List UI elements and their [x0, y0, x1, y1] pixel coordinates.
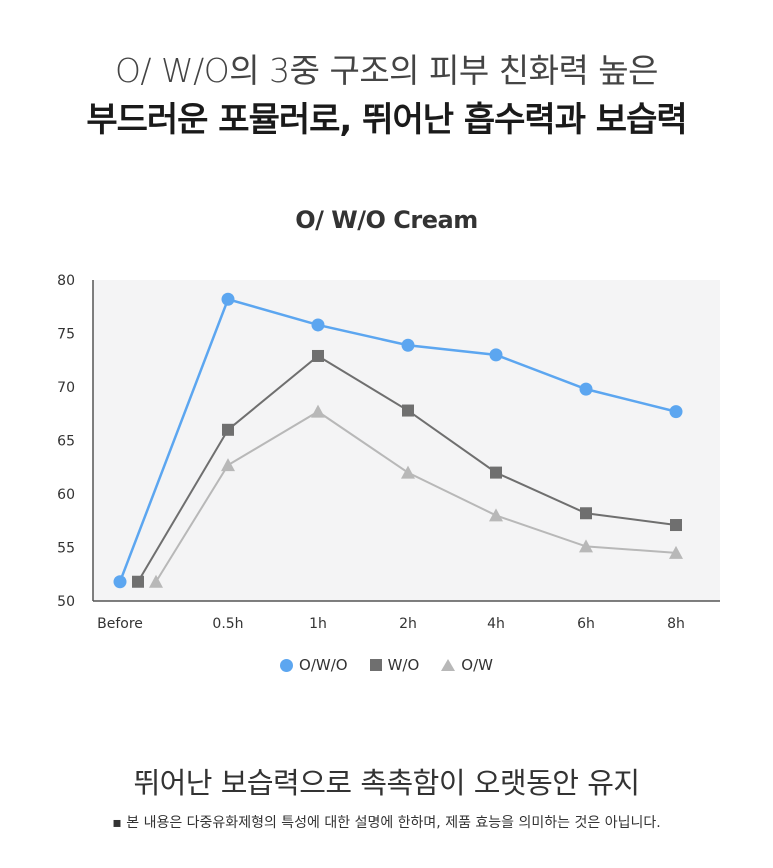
point-owo [669, 405, 683, 419]
point-owo [113, 575, 127, 589]
point-wo [490, 466, 502, 479]
legend-label-wo: W/O [387, 656, 420, 674]
chart-legend: O/W/O W/O O/W [0, 656, 773, 674]
x-tick-label: 1h [309, 616, 327, 632]
point-owo [579, 382, 593, 396]
point-owo [401, 338, 415, 352]
headline-line-1: O/ W/O의 3중 구조의 피부 친화력 높은 [114, 51, 659, 90]
x-tick-label: Before [97, 616, 143, 632]
point-wo [580, 507, 592, 520]
point-ow [489, 508, 503, 522]
point-wo [132, 575, 144, 588]
point-owo [489, 348, 503, 362]
legend-label-ow: O/W [461, 656, 493, 674]
y-tick-label: 65 [57, 434, 75, 450]
bottom-headline: 뛰어난 보습력으로 촉촉함이 오랫동안 유지 [133, 766, 640, 800]
x-tick-label: 6h [577, 616, 595, 632]
legend-item-owo: O/W/O [280, 656, 348, 674]
point-wo [312, 349, 324, 362]
plot-area [93, 280, 720, 601]
point-ow [149, 574, 163, 588]
point-owo [311, 318, 325, 332]
point-owo [221, 292, 235, 306]
point-ow [221, 458, 235, 472]
point-wo [670, 519, 682, 532]
x-tick-label: 4h [487, 616, 505, 632]
point-ow [669, 545, 683, 559]
point-wo [222, 423, 234, 436]
x-tick-label: 0.5h [212, 616, 243, 632]
point-ow [311, 404, 325, 418]
point-ow [579, 539, 593, 553]
y-tick-label: 55 [57, 541, 75, 557]
x-tick-label: 8h [667, 616, 685, 632]
y-tick-label: 50 [57, 594, 75, 610]
y-tick-label: 60 [57, 487, 75, 503]
triangle-marker-icon [441, 659, 456, 671]
headline-line-2: 부드러운 포뮬러로, 뛰어난 흡수력과 보습력 [86, 100, 687, 140]
circle-marker-icon [280, 658, 294, 672]
chart-title: O/ W/O Cream [295, 206, 478, 234]
x-tick-label: 2h [399, 616, 417, 632]
square-marker-icon [369, 659, 382, 671]
point-wo [402, 404, 414, 417]
point-ow [401, 465, 415, 479]
legend-item-wo: W/O [369, 656, 420, 674]
y-tick-label: 70 [57, 380, 75, 396]
line-chart: 50 55 60 65 70 75 80 Before 0.5h 1h 2h 4h 6h 8h [57, 273, 720, 632]
y-tick-label: 80 [57, 273, 75, 289]
legend-label-owo: O/W/O [299, 656, 348, 674]
y-tick-label: 75 [57, 327, 75, 343]
legend-item-ow: O/W [441, 656, 493, 674]
footnote: ▪ 본 내용은 다중유화제형의 특성에 대한 설명에 한하며, 제품 효능을 의… [112, 815, 661, 831]
